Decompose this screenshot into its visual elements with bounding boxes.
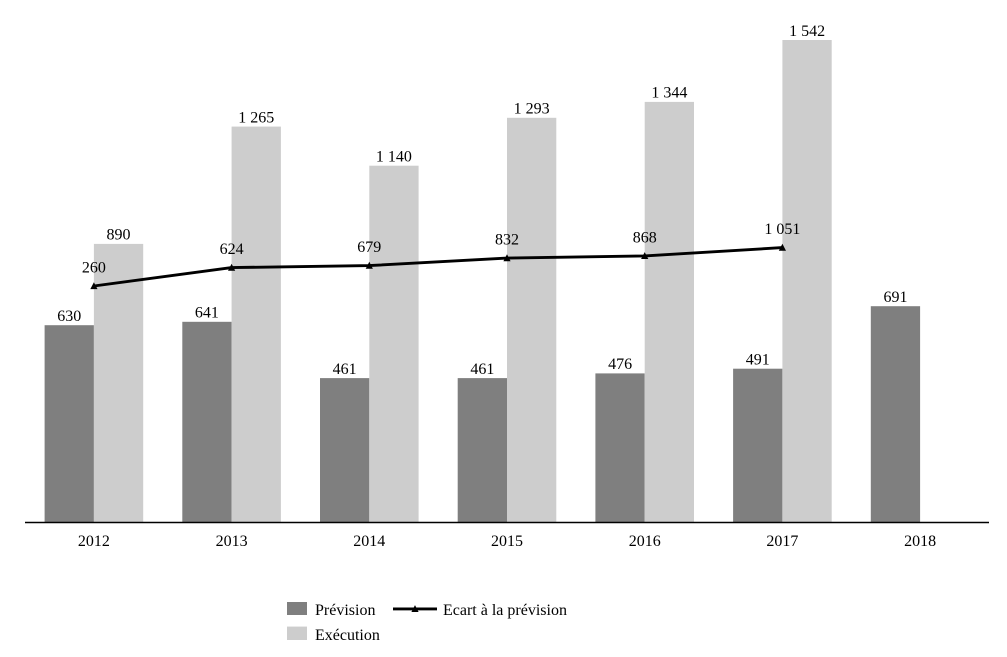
svg-text:2017: 2017 bbox=[766, 533, 798, 550]
svg-text:1 265: 1 265 bbox=[238, 109, 274, 126]
svg-text:641: 641 bbox=[195, 305, 219, 322]
svg-text:461: 461 bbox=[470, 361, 494, 378]
svg-text:2015: 2015 bbox=[491, 533, 523, 550]
svg-text:2016: 2016 bbox=[629, 533, 661, 550]
svg-text:2012: 2012 bbox=[78, 533, 110, 550]
svg-text:832: 832 bbox=[495, 232, 519, 249]
svg-text:1 542: 1 542 bbox=[789, 23, 825, 40]
svg-text:260: 260 bbox=[82, 260, 106, 277]
svg-text:2018: 2018 bbox=[904, 533, 936, 550]
svg-text:476: 476 bbox=[608, 356, 632, 373]
svg-text:2013: 2013 bbox=[216, 533, 248, 550]
svg-text:Exécution: Exécution bbox=[315, 627, 380, 644]
svg-text:630: 630 bbox=[57, 308, 81, 325]
svg-text:1 344: 1 344 bbox=[651, 85, 687, 102]
svg-text:1 140: 1 140 bbox=[376, 149, 412, 166]
svg-text:890: 890 bbox=[107, 227, 131, 244]
svg-text:624: 624 bbox=[220, 241, 244, 258]
svg-text:Prévision: Prévision bbox=[315, 602, 375, 619]
svg-text:491: 491 bbox=[746, 352, 770, 369]
svg-text:1 051: 1 051 bbox=[764, 221, 800, 238]
svg-text:868: 868 bbox=[633, 230, 657, 247]
svg-text:691: 691 bbox=[884, 289, 908, 306]
svg-text:461: 461 bbox=[333, 361, 357, 378]
svg-text:Ecart à la prévision: Ecart à la prévision bbox=[443, 602, 567, 619]
svg-text:1 293: 1 293 bbox=[514, 101, 550, 118]
svg-text:679: 679 bbox=[357, 239, 381, 256]
svg-text:2014: 2014 bbox=[353, 533, 385, 550]
